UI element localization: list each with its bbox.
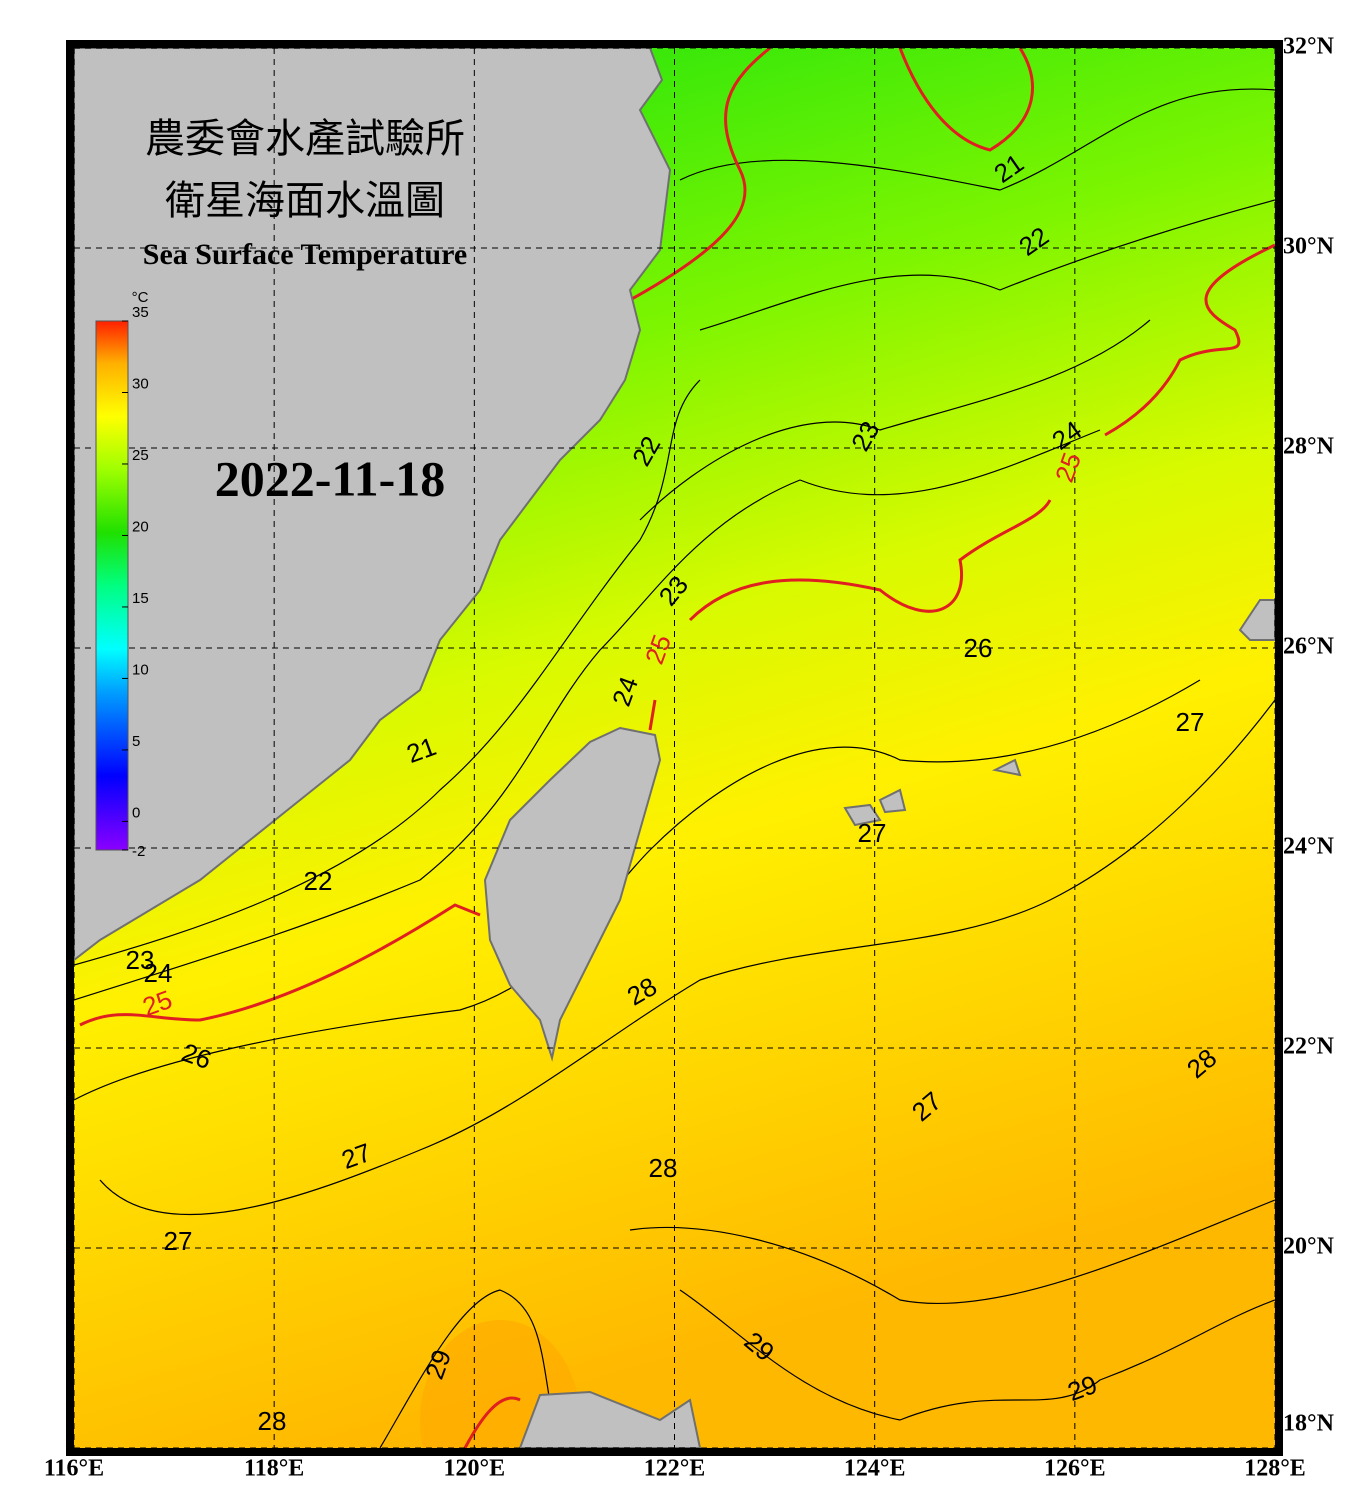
contour-line: [629, 1199, 1275, 1304]
contour-line: [688, 499, 1052, 622]
mainland: [74, 48, 672, 962]
axes: 116°E 118°E 120°E 122°E 124°E 126°E 128°E 18°N 2…: [44, 34, 1335, 1482]
colorbar-tick-label: 10: [132, 661, 149, 678]
subtitle-cn: 衛星海面水溫圖: [165, 178, 445, 223]
contour-line: [379, 1289, 561, 1448]
contour-label: 22: [304, 866, 333, 896]
y-tick-label: 32°N: [1283, 34, 1335, 60]
contour-line: [679, 1289, 1275, 1421]
y-tick-label: 30°N: [1283, 234, 1335, 260]
colorbar-tick-label: -2: [132, 843, 145, 860]
y-tick-label: 28°N: [1283, 434, 1335, 460]
colorbar-tick-label: 20: [132, 518, 149, 535]
x-tick-label: 128°E: [1244, 1456, 1306, 1482]
colorbar: [95, 320, 129, 851]
contour-label: 26: [964, 633, 993, 663]
colorbar-unit: °C: [132, 289, 149, 306]
frame: [66, 40, 1283, 1456]
y-tick-label: 18°N: [1283, 1411, 1335, 1437]
y-tick-label: 20°N: [1283, 1234, 1335, 1260]
date: 2022-11-18: [215, 450, 446, 506]
colorbar-tick-label: 15: [132, 590, 149, 607]
contour-line: [639, 319, 1151, 521]
y-tick-label: 22°N: [1283, 1034, 1335, 1060]
contour-label: 28: [649, 1153, 678, 1183]
x-tick-label: 118°E: [244, 1456, 304, 1482]
contours-25: [79, 48, 1275, 1448]
contour-label: 28: [258, 1406, 287, 1436]
land: [74, 48, 1275, 1448]
luzon: [518, 1390, 702, 1448]
grid: [74, 48, 1275, 1448]
contour-line: [99, 699, 1275, 1216]
x-tick-label: 116°E: [44, 1456, 104, 1482]
title-cn: 農委會水產試驗所: [145, 116, 465, 161]
island: [991, 758, 1022, 777]
colorbar-tick-label: 30: [132, 375, 149, 392]
contour-label: 27: [858, 818, 887, 848]
contour-label: 24: [144, 958, 173, 988]
colorbar-tick-label: 5: [132, 733, 140, 750]
title-en: Sea Surface Temperature: [143, 238, 467, 271]
contour-line: [699, 199, 1275, 331]
contours: [74, 88, 1275, 1448]
contour-line: [648, 699, 657, 731]
contour-line: [629, 48, 771, 302]
y-tick-label: 24°N: [1283, 834, 1335, 860]
colorbar-tick-label: 0: [132, 804, 140, 821]
contour-line: [463, 1396, 521, 1448]
island: [843, 788, 907, 827]
colorbar-tick-label: 35: [132, 304, 149, 321]
contour-line: [1104, 243, 1275, 437]
contour-line: [679, 88, 1275, 191]
contour-line: [74, 679, 1201, 1101]
contour-label: 27: [1176, 707, 1205, 737]
x-tick-label: 120°E: [444, 1456, 506, 1482]
colorbar-tick-label: 25: [132, 447, 149, 464]
contour-line: [74, 379, 701, 966]
contour-label: 27: [164, 1226, 193, 1256]
y-tick-label: 26°N: [1283, 634, 1335, 660]
taiwan: [483, 726, 662, 1062]
x-tick-label: 122°E: [644, 1456, 706, 1482]
contour-line: [79, 903, 481, 1027]
contour-line: [74, 429, 1101, 1001]
x-tick-label: 124°E: [844, 1456, 906, 1482]
contour-label: 23: [126, 945, 155, 975]
contour-line: [898, 48, 1034, 152]
x-tick-label: 126°E: [1044, 1456, 1106, 1482]
island: [1238, 599, 1275, 641]
